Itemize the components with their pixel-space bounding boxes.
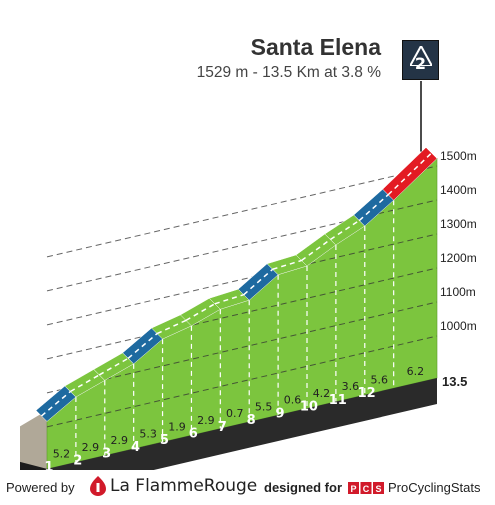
svg-text:P: P xyxy=(350,484,356,494)
lafr-brand: La FlammeRouge xyxy=(90,476,257,496)
km-label: 1 xyxy=(44,460,53,470)
gradient-label: 5.2 xyxy=(53,448,71,461)
km-label: 6 xyxy=(189,426,198,441)
flame-logo-icon xyxy=(90,476,106,496)
gradient-label: 5.6 xyxy=(370,373,388,386)
elevation-tick-label: 1500m xyxy=(440,149,477,163)
gradient-label: 0.7 xyxy=(226,407,244,420)
km-label: 2 xyxy=(73,453,82,468)
gradient-label: 2.9 xyxy=(82,441,100,454)
gradient-label: 2.9 xyxy=(110,434,128,447)
pcs-name: ProCyclingStats xyxy=(388,480,480,495)
elevation-tick-label: 1000m xyxy=(440,319,477,333)
gradient-label: 5.3 xyxy=(139,427,157,440)
gradient-label: 3.6 xyxy=(342,380,360,393)
km-label: 11 xyxy=(329,393,347,408)
powered-by-label: Powered by xyxy=(6,480,75,495)
total-distance-label: 13.5 xyxy=(442,374,467,389)
elevation-tick-label: 1300m xyxy=(440,217,477,231)
gradient-label: 0.6 xyxy=(284,394,302,407)
km-label: 9 xyxy=(275,406,284,421)
pcs-logo: P C S xyxy=(348,482,384,494)
gradient-label: 6.2 xyxy=(407,365,425,378)
svg-text:C: C xyxy=(363,484,370,494)
gradient-label: 1.9 xyxy=(168,421,186,434)
lafr-brand-name: La FlammeRouge xyxy=(110,476,257,496)
elevation-profile-chart: 1000m 1100m 1200m 1300m 1400m 1500m 5.2 2.9 2.9 5… xyxy=(0,0,495,470)
km-label: 12 xyxy=(358,386,376,401)
km-label: 5 xyxy=(160,433,169,448)
km-label: 3 xyxy=(102,447,111,462)
designed-for-label: designed for xyxy=(264,480,342,495)
km-label: 7 xyxy=(218,420,227,435)
elevation-tick-label: 1400m xyxy=(440,183,477,197)
gradient-label: 5.5 xyxy=(255,400,273,413)
km-label: 8 xyxy=(247,413,256,428)
elevation-tick-label: 1200m xyxy=(440,251,477,265)
svg-text:S: S xyxy=(375,484,381,494)
km-label: 4 xyxy=(131,440,140,455)
gradient-label: 4.2 xyxy=(313,387,331,400)
gradient-label: 2.9 xyxy=(197,414,215,427)
profile-side-wall xyxy=(20,410,47,470)
km-label: 10 xyxy=(300,400,318,415)
elevation-tick-label: 1100m xyxy=(440,285,476,299)
